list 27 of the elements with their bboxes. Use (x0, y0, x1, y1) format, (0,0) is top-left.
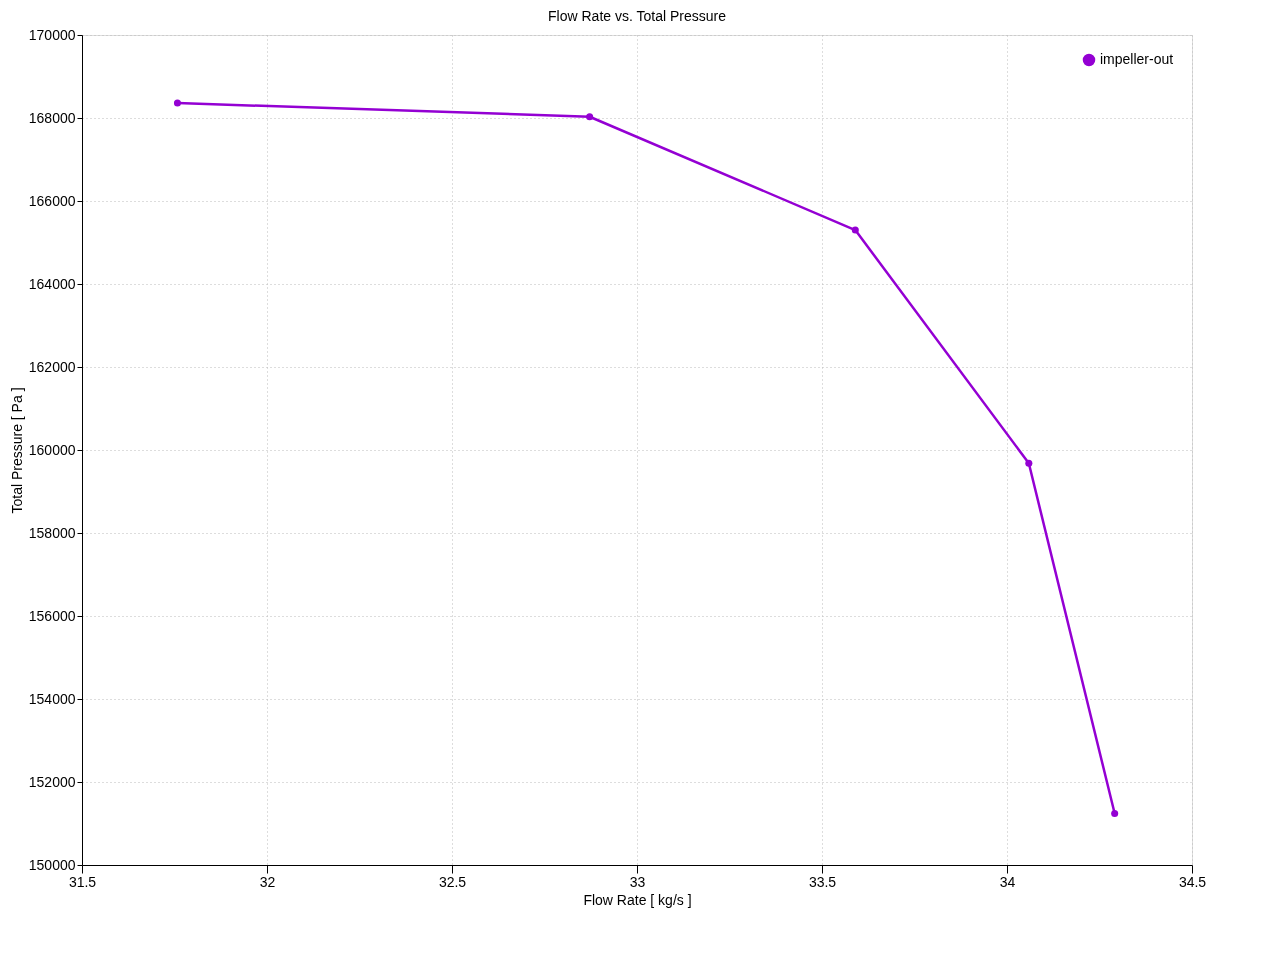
y-tick-label: 160000 (28, 441, 76, 458)
point (173, 99, 181, 107)
y-tick-label: 166000 (28, 192, 76, 209)
point (851, 226, 859, 234)
x-tick-label: 34 (999, 873, 1016, 890)
chart-title: Flow Rate vs. Total Pressure (548, 8, 727, 24)
point (1111, 810, 1119, 818)
y-tick-label: 154000 (28, 690, 76, 707)
x-tick-label: 31.5 (68, 873, 97, 890)
point (1025, 459, 1033, 467)
x-tick-label: 33 (629, 873, 646, 890)
legend-label: impeller-out (1100, 51, 1174, 67)
x-tick-label: 34.5 (1178, 873, 1207, 890)
y-tick-label: 158000 (28, 524, 76, 541)
y-tick-label: 164000 (28, 275, 76, 292)
x-axis-title: Flow Rate [ kg/s ] (583, 891, 692, 908)
point (586, 113, 594, 121)
x-tick-label: 33.5 (808, 873, 837, 890)
y-tick-label: 156000 (28, 607, 76, 624)
y-tick-label: 168000 (28, 109, 76, 126)
y-tick-label: 152000 (28, 773, 76, 790)
y-tick-label: 150000 (28, 856, 76, 873)
x-tick-label: 32 (259, 873, 276, 890)
x-tick-label: 32.5 (438, 873, 467, 890)
y-tick-label: 170000 (28, 26, 76, 43)
y-axis-title: Total Pressure [ Pa ] (8, 387, 25, 514)
y-tick-label: 162000 (28, 358, 76, 375)
